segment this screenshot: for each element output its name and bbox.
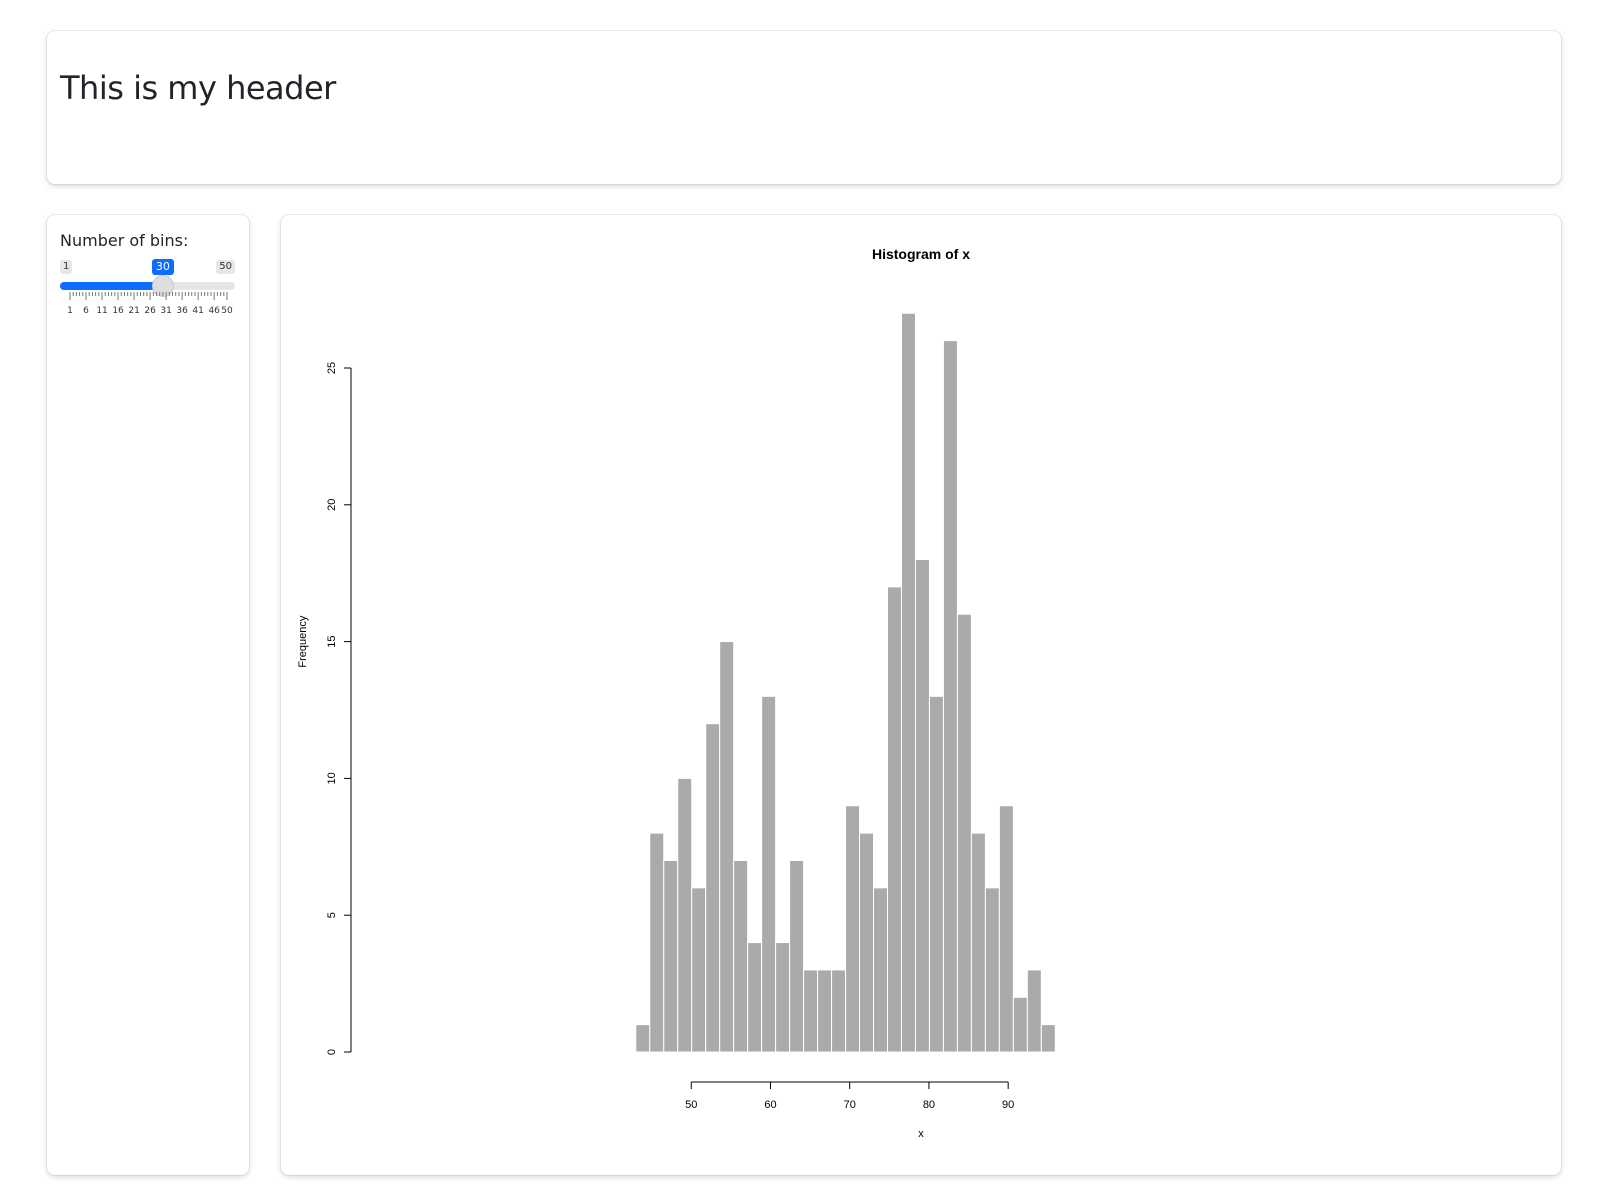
histogram-bar bbox=[691, 887, 707, 1053]
y-tick-label: 0 bbox=[326, 1049, 338, 1055]
histogram-bar bbox=[733, 859, 749, 1053]
histogram-bar bbox=[649, 832, 665, 1053]
histogram-bar bbox=[803, 969, 819, 1053]
histogram-bar bbox=[859, 832, 875, 1053]
histogram-bar bbox=[677, 777, 693, 1053]
histogram-bar bbox=[719, 641, 735, 1053]
slider-tick-label: 1 bbox=[67, 306, 73, 316]
histogram-bar bbox=[789, 859, 805, 1053]
x-tick-label: 80 bbox=[923, 1099, 935, 1111]
y-tick-label: 10 bbox=[326, 772, 338, 784]
header-card: This is my header bbox=[47, 31, 1561, 184]
histogram-bar bbox=[747, 942, 763, 1053]
histogram-bar bbox=[1040, 1024, 1056, 1053]
y-tick-label: 5 bbox=[326, 912, 338, 918]
histogram-bar bbox=[873, 887, 889, 1053]
page-title: This is my header bbox=[60, 69, 336, 107]
histogram-bar bbox=[942, 340, 958, 1053]
slider-tick-label: 11 bbox=[96, 306, 107, 316]
slider-tick-label: 50 bbox=[221, 306, 233, 316]
histogram-bar bbox=[635, 1024, 651, 1053]
slider-min-label: 1 bbox=[60, 260, 73, 274]
slider-tick-label: 36 bbox=[176, 306, 188, 316]
slider-grid: 1 6 11 16 21 26 31 36 41 46 50 bbox=[67, 292, 233, 316]
slider-value-label: 30 bbox=[151, 259, 174, 275]
histogram-bar bbox=[956, 613, 972, 1053]
histogram-bar bbox=[663, 859, 679, 1053]
slider-fill bbox=[60, 282, 163, 290]
histogram-bar bbox=[1012, 996, 1028, 1053]
y-tick-label: 20 bbox=[326, 499, 338, 511]
main-panel: Histogram of x 0 5 10 15 20 25 Frequency 50 60 70 8… bbox=[281, 215, 1561, 1175]
y-tick-label: 25 bbox=[326, 362, 338, 374]
histogram-bar bbox=[900, 312, 916, 1053]
y-tick-label: 15 bbox=[326, 635, 338, 647]
bins-slider[interactable]: 1 50 30 1 6 11 16 21 26 31 36 41 46 50 bbox=[60, 259, 235, 330]
chart-title: Histogram of x bbox=[872, 246, 970, 262]
slider-tick-label: 31 bbox=[160, 306, 171, 316]
slider-tick-label: 16 bbox=[112, 306, 124, 316]
histogram-bar bbox=[984, 887, 1000, 1053]
histogram-bar bbox=[914, 559, 930, 1053]
x-axis-label: x bbox=[918, 1128, 924, 1140]
slider-tick-label: 6 bbox=[83, 306, 89, 316]
histogram-bar bbox=[705, 723, 721, 1053]
histogram-chart: Histogram of x 0 5 10 15 20 25 Frequency 50 60 70 8… bbox=[297, 246, 1056, 1140]
histogram-bar bbox=[761, 695, 777, 1053]
histogram-bar bbox=[928, 695, 944, 1053]
y-axis-label: Frequency bbox=[297, 615, 309, 667]
slider-tick-label: 41 bbox=[192, 306, 203, 316]
x-tick-label: 90 bbox=[1002, 1099, 1014, 1111]
histogram-bar bbox=[775, 942, 791, 1053]
x-tick-label: 60 bbox=[764, 1099, 776, 1111]
slider-tick-label: 46 bbox=[208, 306, 220, 316]
histogram-bar bbox=[970, 832, 986, 1053]
histogram-bar bbox=[845, 805, 861, 1053]
x-tick-label: 70 bbox=[844, 1099, 856, 1111]
x-tick-label: 50 bbox=[685, 1099, 697, 1111]
slider-tick-label: 21 bbox=[128, 306, 139, 316]
histogram-bar bbox=[998, 805, 1014, 1053]
histogram-bar bbox=[817, 969, 833, 1053]
slider-tick-label: 26 bbox=[144, 306, 156, 316]
bins-slider-label: Number of bins: bbox=[60, 231, 189, 250]
histogram-bar bbox=[1026, 969, 1042, 1053]
histogram-bar bbox=[887, 586, 902, 1053]
slider-handle[interactable] bbox=[151, 275, 174, 297]
sidebar-panel: Number of bins: 1 50 30 1 6 11 16 21 26 31 36 41… bbox=[47, 215, 249, 1175]
slider-max-label: 50 bbox=[216, 260, 235, 274]
histogram-bar bbox=[831, 969, 847, 1053]
